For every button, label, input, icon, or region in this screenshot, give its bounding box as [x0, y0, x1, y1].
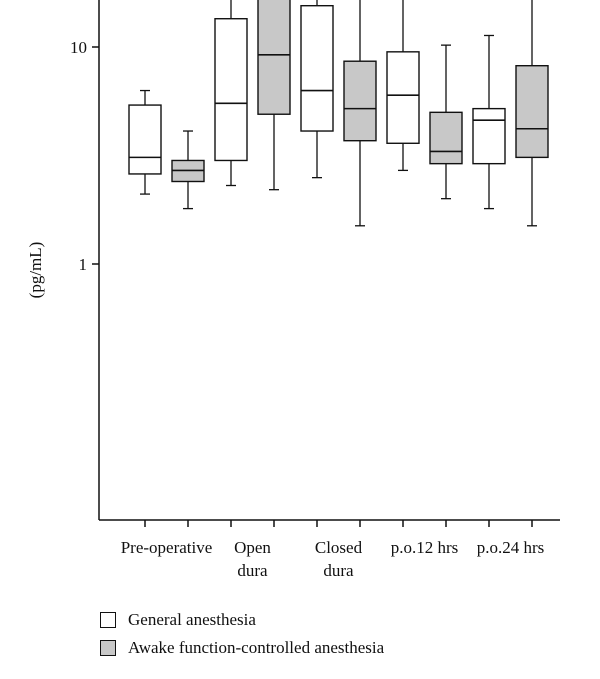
y-tick-label: 10 — [70, 38, 87, 57]
box-general-3 — [386, 0, 420, 172]
box-iqr — [257, 0, 291, 115]
legend-item-general: General anesthesia — [100, 606, 384, 634]
box-awake-1 — [257, 0, 291, 191]
box-iqr — [429, 111, 463, 165]
box-iqr — [214, 18, 248, 162]
y-tick-label: 1 — [79, 255, 88, 274]
box-awake-2 — [343, 0, 377, 227]
legend-label-general: General anesthesia — [128, 610, 256, 629]
boxplot-chart: 110100 Pre-operativeOpenduraCloseddurap.… — [26, 0, 560, 580]
box-iqr — [300, 4, 334, 132]
x-tick-label: p.o.24 hrs — [477, 538, 545, 557]
x-tick-label-line: Pre-operative — [121, 538, 213, 557]
x-tick-label-line: p.o.24 hrs — [477, 538, 545, 557]
boxes — [128, 0, 549, 227]
x-tick-label: Pre-operative — [121, 538, 213, 557]
box-awake-4 — [515, 0, 549, 227]
x-tick-label-line: dura — [323, 561, 354, 580]
box-iqr — [343, 60, 377, 142]
x-tick-label: Closed dura — [315, 538, 363, 580]
legend-swatch-awake — [100, 640, 116, 656]
x-tick-label: p.o.12 hrs — [391, 538, 459, 557]
legend-item-awake: Awake function-controlled anesthesia — [100, 634, 384, 662]
x-tick-label-line: p.o.12 hrs — [391, 538, 459, 557]
x-tick-label-line: dura — [237, 561, 268, 580]
axes: 110100 — [70, 0, 560, 527]
box-general-4 — [472, 34, 506, 210]
x-tick-labels: Pre-operative Open dura Closed dura p.o.12 hr… — [121, 538, 545, 580]
box-general-0 — [128, 89, 162, 195]
x-tick-label: Open dura — [234, 538, 271, 580]
legend-label-awake: Awake function-controlled anesthesia — [128, 638, 385, 657]
x-tick-label-line: Closed — [315, 538, 363, 557]
box-iqr — [472, 107, 506, 165]
box-awake-3 — [429, 44, 463, 200]
legend: General anesthesia Awake function-contro… — [100, 606, 384, 662]
box-general-2 — [300, 0, 334, 179]
box-awake-0 — [171, 130, 205, 210]
box-iqr — [515, 65, 549, 159]
x-tick-label-line: Open — [234, 538, 271, 557]
box-general-1 — [214, 0, 248, 187]
box-iqr — [386, 51, 420, 144]
y-axis-label: (pg/mL) — [26, 242, 45, 299]
legend-swatch-general — [100, 612, 116, 628]
box-iqr — [128, 104, 162, 175]
